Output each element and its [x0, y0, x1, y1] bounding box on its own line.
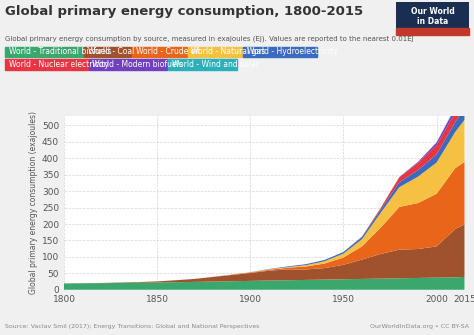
Text: World - Traditional biofuels: World - Traditional biofuels	[9, 48, 111, 56]
Text: Source: Vaclav Smil (2017); Energy Transitions: Global and National Perspectives: Source: Vaclav Smil (2017); Energy Trans…	[5, 324, 259, 329]
Text: World - Natural gas: World - Natural gas	[191, 48, 266, 56]
Y-axis label: Global primary energy consumption (exajoules): Global primary energy consumption (exajo…	[29, 111, 38, 294]
Text: World - Hydroelectricity: World - Hydroelectricity	[247, 48, 337, 56]
Text: OurWorldInData.org • CC BY-SA: OurWorldInData.org • CC BY-SA	[370, 324, 469, 329]
Bar	[396, 28, 469, 35]
Text: Global primary energy consumption by source, measured in exajoules (EJ). Values : Global primary energy consumption by sou…	[5, 35, 413, 42]
Text: World - Nuclear electricity: World - Nuclear electricity	[9, 60, 108, 69]
Text: World - Wind and solar: World - Wind and solar	[172, 60, 259, 69]
Text: World - Crude oil: World - Crude oil	[136, 48, 200, 56]
Text: World - Coal: World - Coal	[88, 48, 134, 56]
Text: Global primary energy consumption, 1800-2015: Global primary energy consumption, 1800-…	[5, 5, 363, 18]
Text: Our World: Our World	[410, 7, 455, 15]
Text: in Data: in Data	[417, 17, 448, 25]
Text: World - Modern biofuels: World - Modern biofuels	[92, 60, 183, 69]
